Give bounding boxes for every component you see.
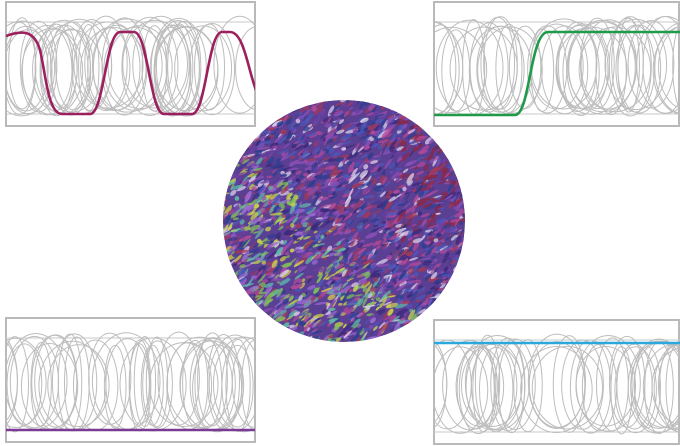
micrograph	[217, 93, 472, 350]
page: (() => { const data = JSON.parse(documen…	[0, 0, 680, 446]
texture-fleck	[372, 339, 377, 344]
texture-fleck	[217, 221, 223, 225]
texture-fleck	[325, 96, 335, 100]
texture-fleck	[396, 108, 401, 112]
texture-fleck	[436, 138, 444, 148]
texture-fleck	[445, 152, 451, 158]
figure	[0, 0, 680, 446]
texture-fleck	[323, 97, 330, 101]
texture-fleck	[302, 335, 313, 343]
